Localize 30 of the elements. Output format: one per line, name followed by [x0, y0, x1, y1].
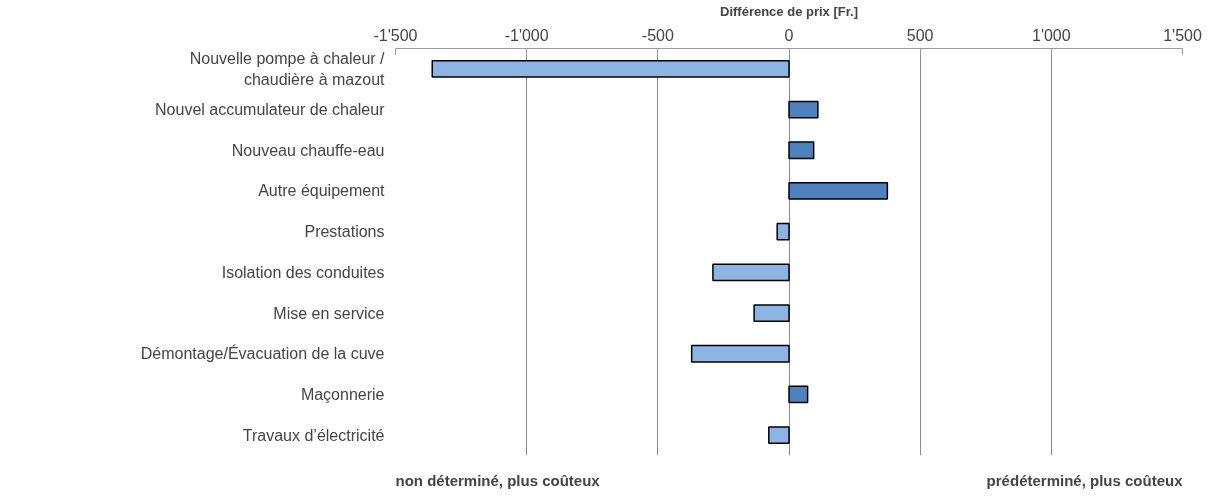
x-tick-label: 1'500: [1163, 26, 1202, 44]
x-tick-label: -1'000: [504, 26, 549, 44]
bar: [788, 182, 889, 200]
text: non déterminé, plus coûteux: [395, 472, 601, 489]
bar: [431, 59, 790, 78]
bar: [788, 100, 819, 119]
y-tick-label: Nouveau chauffe-eau: [231, 141, 385, 159]
y-tick-label: Mise en service: [273, 304, 385, 322]
y-tick-label: Démontage/Évacuation de la cuve: [140, 344, 385, 363]
text: prédéterminé, plus coûteux: [986, 472, 1184, 489]
x-tick-label: -500: [641, 26, 674, 44]
bar: [690, 344, 790, 363]
x-tick-label: -1'500: [373, 26, 418, 44]
bar: [776, 222, 790, 241]
x-tick-label: 1'000: [1032, 26, 1071, 44]
y-tick-label: Nouvelle pompe à chaleur / chaudière à mazout: [189, 50, 386, 88]
x-tick-label: 500: [906, 26, 934, 44]
x-axis-title: Différence de prix [Fr.]: [720, 3, 858, 19]
y-tick-label: Maçonnerie: [300, 385, 385, 403]
bar: [753, 304, 790, 322]
y-tick-label: Prestations: [304, 223, 385, 241]
bar: [712, 263, 790, 282]
bar: [768, 426, 790, 445]
y-tick-label: Autre équipement: [258, 182, 386, 200]
y-tick-label: Isolation des conduites: [221, 263, 385, 281]
x-tick-label: 0: [784, 26, 794, 44]
bar: [788, 141, 815, 160]
bar: [788, 385, 809, 404]
y-tick-label: Travaux d’électricité: [242, 426, 385, 444]
y-tick-label: Nouvel accumulateur de chaleur: [155, 101, 386, 119]
